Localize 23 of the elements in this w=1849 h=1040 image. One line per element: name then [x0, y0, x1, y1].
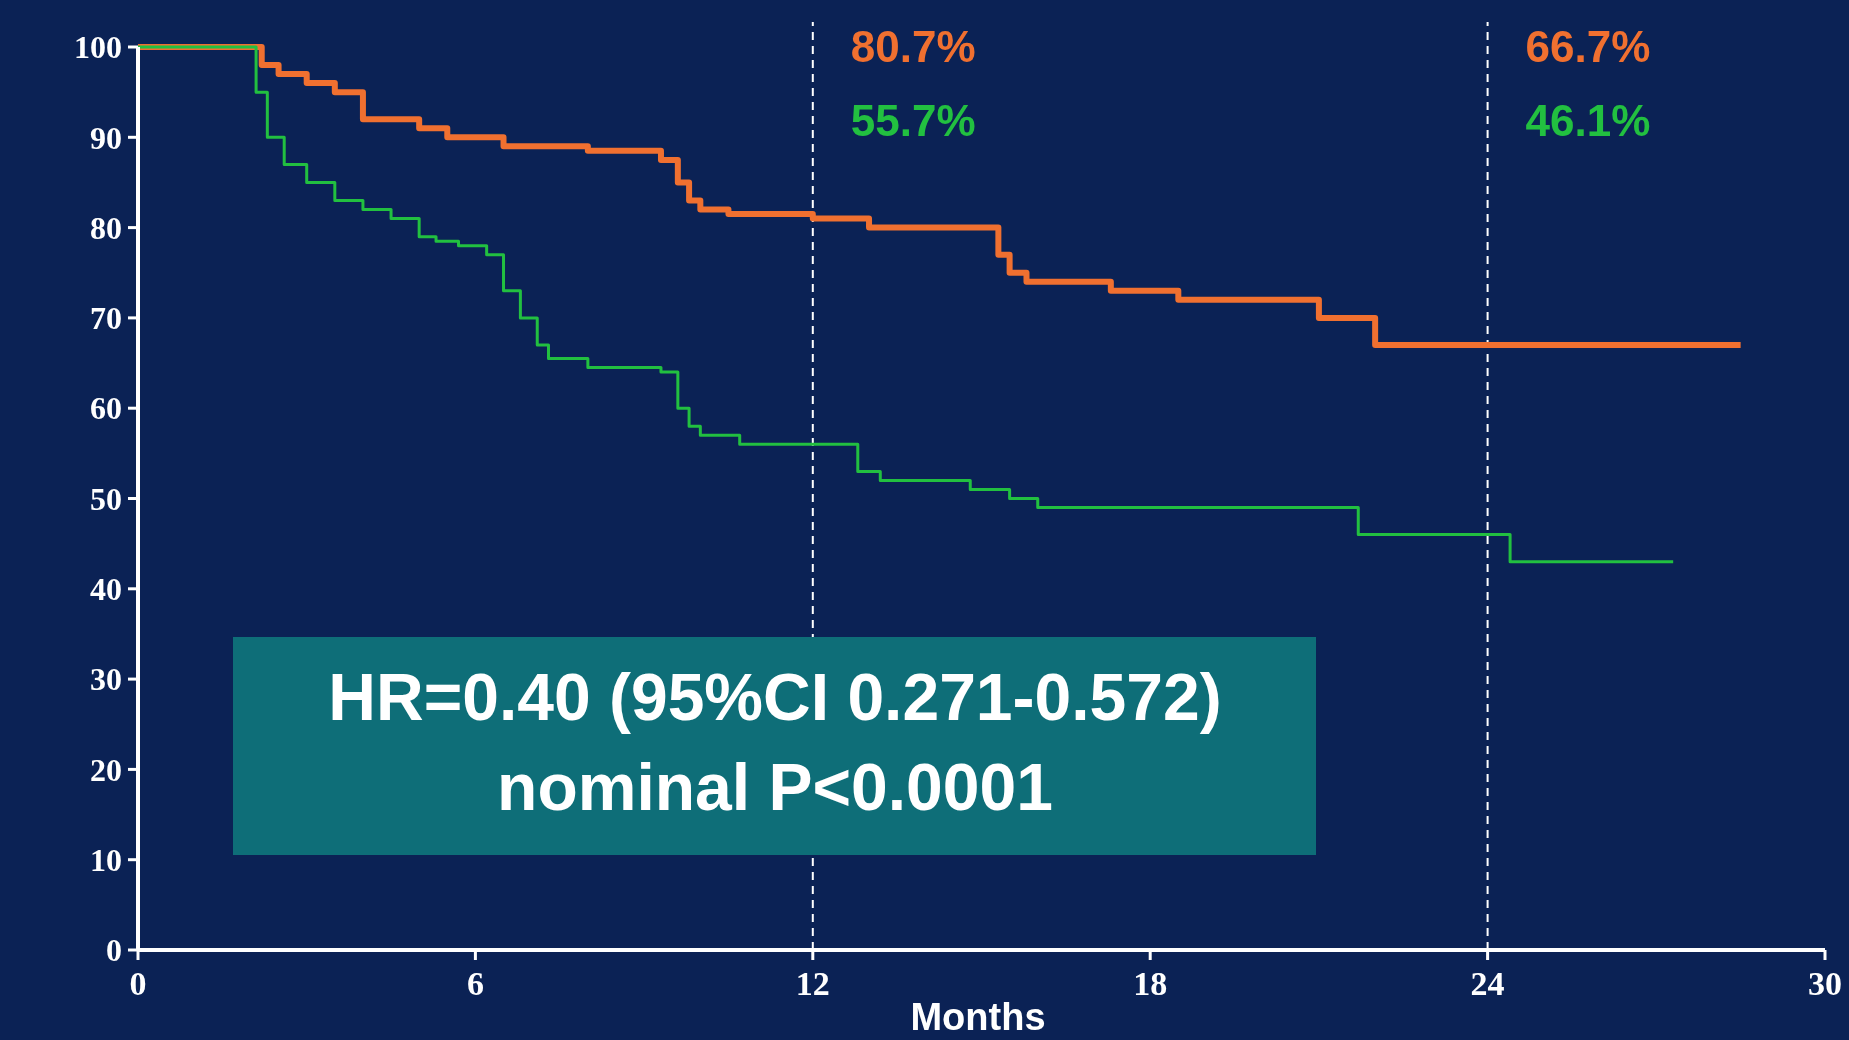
y-tick-label: 90: [90, 119, 122, 156]
annotation: 80.7%: [850, 22, 976, 71]
x-tick-label: 0: [129, 965, 147, 1002]
annotation: HR=0.40 (95%CI 0.271-0.572) nominal P<0.0001: [328, 660, 1222, 824]
x-tick-label: 6: [466, 965, 484, 1002]
y-tick-label: 0: [106, 932, 122, 969]
x-tick-label: 18: [1133, 965, 1168, 1002]
y-tick-label: 70: [90, 300, 122, 337]
y-tick-label: 100: [74, 29, 122, 66]
y-tick-label: 80: [90, 209, 122, 246]
y-tick-label: 10: [90, 841, 122, 878]
annotation: 46.1%: [1525, 96, 1651, 145]
y-tick-label: 60: [90, 390, 122, 427]
x-tick-label: 30: [1808, 965, 1842, 1002]
y-tick-label: 40: [90, 571, 122, 607]
annotation: 55.7%: [850, 96, 976, 145]
annotation: 66.7%: [1525, 22, 1651, 71]
y-tick-label: 20: [90, 751, 122, 788]
x-axis-title: Months: [910, 996, 1046, 1038]
y-tick-label: 50: [90, 480, 122, 517]
x-tick-label: 24: [1470, 965, 1505, 1002]
y-tick-label: 30: [90, 661, 122, 698]
x-tick-label: 12: [795, 965, 830, 1002]
